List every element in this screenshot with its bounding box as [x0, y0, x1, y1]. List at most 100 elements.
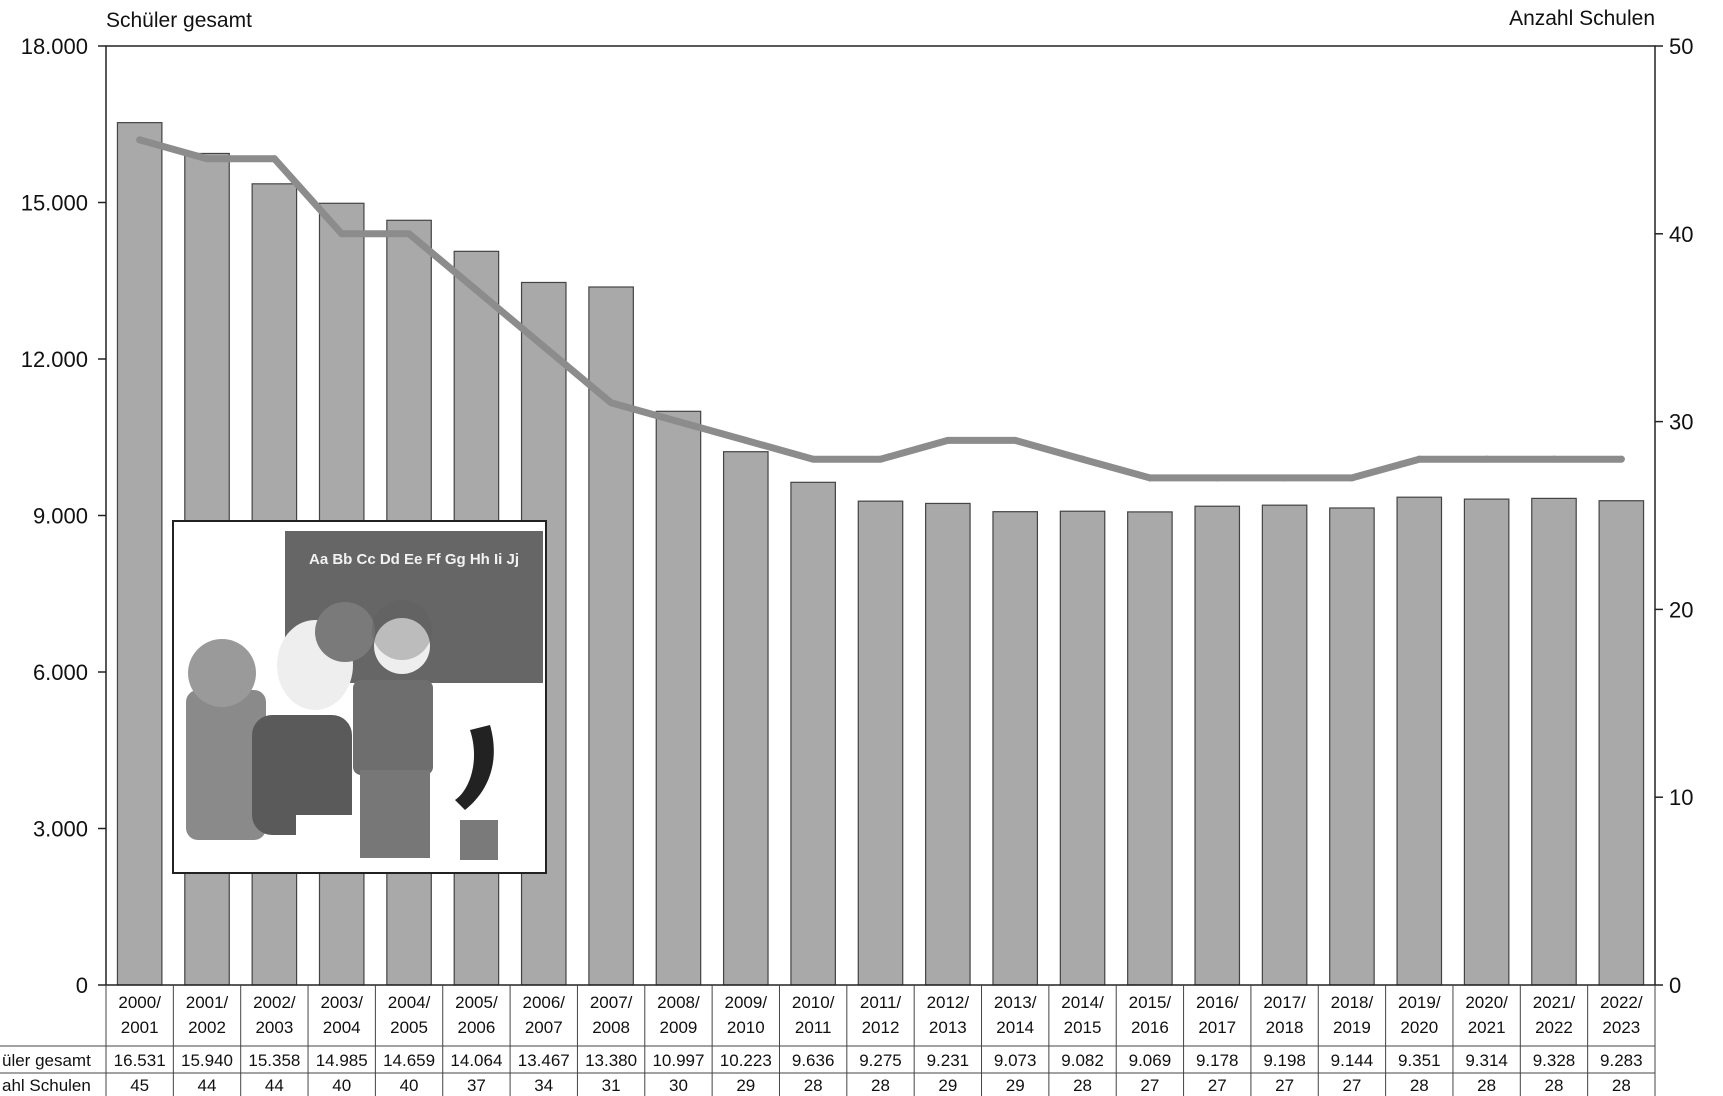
line-point-schools-4: [405, 230, 413, 238]
data-table: 2000/2001 16.531 45 2001/2002 15.940 44 2002/2…: [0, 985, 1656, 1096]
bar-students-9: [722, 451, 769, 986]
bar-students-18: [1329, 507, 1375, 986]
table-value-students-3: 14.985: [316, 1051, 368, 1070]
table-value-schools-4: 40: [400, 1076, 419, 1095]
bar-students-17: [1261, 504, 1308, 986]
left-tick-label-2: 6.000: [33, 660, 88, 685]
table-value-schools-7: 31: [602, 1076, 621, 1095]
table-row-label-1: ahl Schulen: [2, 1076, 91, 1095]
table-value-students-8: 10.997: [652, 1051, 704, 1070]
table-value-students-15: 9.069: [1129, 1051, 1172, 1070]
line-point-schools-12: [944, 436, 952, 444]
category-label-top-11: 2011/: [860, 993, 902, 1012]
bar-students-21: [1531, 497, 1577, 986]
category-label-top-4: 2004/: [388, 993, 431, 1012]
line-point-schools-20: [1483, 455, 1491, 463]
category-label-bottom-3: 2004: [323, 1018, 361, 1037]
table-value-schools-12: 29: [938, 1076, 957, 1095]
table-value-students-2: 15.358: [248, 1051, 300, 1070]
table-value-students-21: 9.328: [1533, 1051, 1576, 1070]
category-label-top-14: 2014/: [1061, 993, 1104, 1012]
category-label-bottom-10: 2011: [795, 1018, 832, 1037]
category-label-top-22: 2022/: [1600, 993, 1643, 1012]
table-value-students-19: 9.351: [1398, 1051, 1441, 1070]
category-label-bottom-0: 2001: [121, 1018, 159, 1037]
category-label-top-6: 2006/: [522, 993, 565, 1012]
right-tick-label-0: 0: [1669, 973, 1681, 998]
category-label-top-10: 2010/: [792, 993, 835, 1012]
table-value-students-0: 16.531: [114, 1051, 166, 1070]
bar-students-16: [1194, 505, 1241, 986]
line-point-schools-18: [1348, 474, 1356, 482]
table-value-schools-9: 29: [736, 1076, 755, 1095]
category-label-top-13: 2013/: [994, 993, 1037, 1012]
category-label-top-12: 2012/: [927, 993, 970, 1012]
category-label-top-0: 2000/: [118, 993, 161, 1012]
category-label-bottom-6: 2007: [525, 1018, 563, 1037]
bar-students-19: [1396, 496, 1443, 986]
category-label-bottom-12: 2013: [929, 1018, 967, 1037]
category-label-bottom-8: 2009: [660, 1018, 698, 1037]
line-point-schools-5: [472, 286, 480, 294]
line-point-schools-15: [1146, 474, 1154, 482]
line-point-schools-19: [1415, 455, 1423, 463]
category-label-top-8: 2008/: [657, 993, 700, 1012]
table-value-students-18: 9.144: [1331, 1051, 1374, 1070]
table-value-schools-19: 28: [1410, 1076, 1429, 1095]
category-label-bottom-20: 2021: [1468, 1018, 1506, 1037]
table-value-schools-21: 28: [1545, 1076, 1564, 1095]
children-illustration-icon: [186, 600, 498, 860]
line-layer: [136, 136, 1625, 482]
line-point-schools-6: [540, 342, 548, 350]
bar-students-22: [1598, 500, 1645, 986]
left-tick-label-0: 0: [76, 973, 88, 998]
table-row-label-0: üler gesamt: [2, 1051, 91, 1070]
table-value-schools-11: 28: [871, 1076, 890, 1095]
line-point-schools-9: [742, 436, 750, 444]
category-label-top-9: 2009/: [725, 993, 768, 1012]
bar-students-20: [1463, 498, 1510, 986]
category-label-top-3: 2003/: [320, 993, 363, 1012]
table-value-students-20: 9.314: [1465, 1051, 1508, 1070]
category-label-bottom-2: 2003: [255, 1018, 293, 1037]
table-value-schools-5: 37: [467, 1076, 486, 1095]
bar-students-14: [1059, 510, 1106, 986]
category-label-bottom-14: 2015: [1064, 1018, 1102, 1037]
category-label-top-21: 2021/: [1533, 993, 1576, 1012]
left-tick-label-5: 15.000: [21, 191, 88, 216]
right-tick-label-5: 50: [1669, 34, 1693, 59]
line-point-schools-14: [1079, 455, 1087, 463]
line-point-schools-11: [877, 455, 884, 463]
table-value-students-12: 9.231: [927, 1051, 970, 1070]
line-point-schools-17: [1281, 474, 1289, 482]
table-value-students-22: 9.283: [1600, 1051, 1643, 1070]
category-label-top-16: 2016/: [1196, 993, 1239, 1012]
table-value-schools-2: 44: [265, 1076, 284, 1095]
line-point-schools-16: [1213, 474, 1221, 482]
table-value-students-10: 9.636: [792, 1051, 835, 1070]
category-label-bottom-17: 2018: [1266, 1018, 1304, 1037]
line-point-schools-8: [674, 418, 682, 426]
table-value-schools-3: 40: [332, 1076, 351, 1095]
table-value-schools-1: 44: [198, 1076, 217, 1095]
table-value-students-14: 9.082: [1061, 1051, 1104, 1070]
category-label-bottom-5: 2006: [457, 1018, 495, 1037]
table-value-students-7: 13.380: [585, 1051, 637, 1070]
line-point-schools-7: [607, 399, 615, 407]
line-point-schools-10: [809, 455, 817, 463]
line-point-schools-21: [1550, 455, 1558, 463]
line-point-schools-22: [1617, 455, 1625, 463]
inset-caption: Aa Bb Cc Dd Ee Ff Gg Hh Ii Jj: [309, 551, 519, 568]
bar-students-0: [116, 122, 163, 986]
category-label-bottom-16: 2017: [1198, 1018, 1236, 1037]
left-tick-label-4: 12.000: [21, 347, 88, 372]
category-label-bottom-19: 2020: [1400, 1018, 1438, 1037]
category-label-top-7: 2007/: [590, 993, 633, 1012]
category-label-bottom-18: 2019: [1333, 1018, 1371, 1037]
table-value-schools-20: 28: [1477, 1076, 1496, 1095]
category-label-bottom-11: 2012: [862, 1018, 900, 1037]
category-label-bottom-13: 2014: [996, 1018, 1034, 1037]
category-label-top-15: 2015/: [1129, 993, 1172, 1012]
category-label-top-18: 2018/: [1331, 993, 1374, 1012]
